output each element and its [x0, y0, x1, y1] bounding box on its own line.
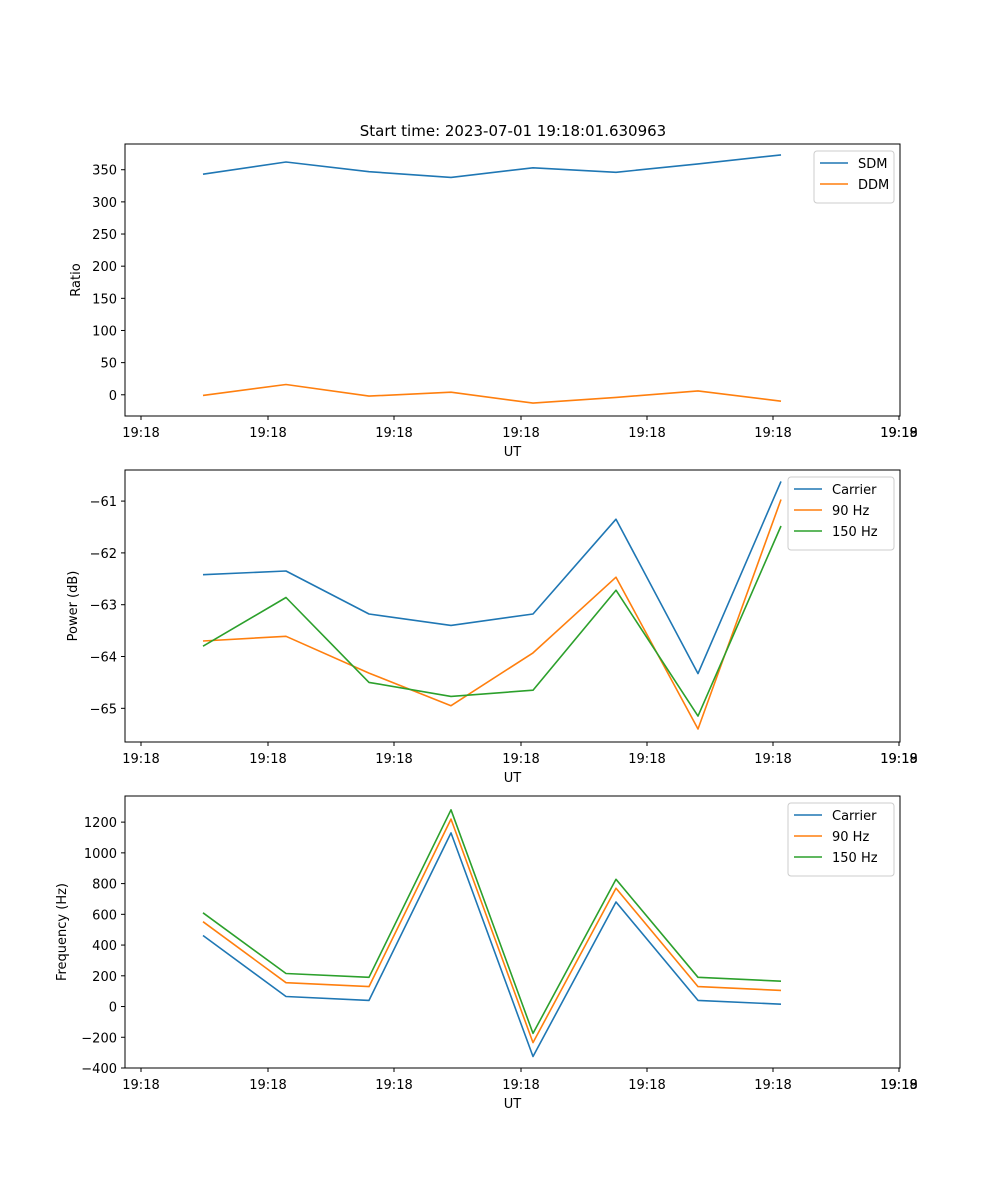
y-tick-label: 200	[92, 260, 117, 275]
series-line-90-hz	[202, 818, 782, 1044]
y-tick-label: 250	[92, 228, 117, 243]
legend-label: Carrier	[832, 483, 877, 498]
axes-frame	[124, 143, 901, 417]
x-tick-label: 19:18	[502, 426, 539, 441]
x-axis-label: UT	[504, 771, 522, 786]
x-tick-label: 19:18	[375, 1078, 412, 1093]
legend-label: 90 Hz	[832, 830, 869, 845]
x-tick-label: 19:19	[880, 752, 917, 767]
x-axis-label: UT	[504, 445, 522, 460]
x-tick-label: 19:18	[628, 426, 665, 441]
y-tick-label: −62	[90, 547, 117, 562]
y-tick-label: 1200	[84, 816, 117, 831]
x-axis-label: UT	[504, 1097, 522, 1112]
legend-label: 150 Hz	[832, 525, 878, 540]
x-tick-label: 19:18	[502, 1078, 539, 1093]
axes-frame	[124, 469, 901, 743]
legend: SDM DDM	[813, 150, 895, 204]
legend-label: 150 Hz	[832, 851, 878, 866]
legend-label: SDM	[858, 157, 887, 172]
x-tick-label: 19:18	[249, 752, 286, 767]
series-line-ddm	[202, 383, 782, 404]
x-tick-label: 19:18	[249, 426, 286, 441]
panels: 19:18 19:18 19:18 19:18 19:18 19:18 19:1819:19…	[55, 143, 918, 1112]
y-tick-label: −200	[81, 1031, 117, 1046]
x-tick-label: 19:18	[628, 752, 665, 767]
series-line-carrier	[202, 832, 782, 1058]
chart-panel-1: 19:18 19:18 19:18 19:18 19:18 19:18 19:1819:19…	[69, 143, 918, 460]
x-tick-label: 19:18	[375, 752, 412, 767]
x-tick-label: 19:18	[880, 426, 917, 441]
y-tick-label: −65	[90, 702, 117, 717]
x-tick-label: 19:18	[122, 426, 159, 441]
y-tick-label: 400	[92, 939, 117, 954]
x-tick-label: 19:19	[880, 426, 917, 441]
x-tick-label: 19:18	[754, 752, 791, 767]
x-tick-label: 19:18	[754, 426, 791, 441]
x-tick-label: 19:18	[122, 1078, 159, 1093]
series-line-150-hz	[202, 525, 782, 717]
figure-title: Start time: 2023-07-01 19:18:01.630963	[360, 122, 666, 140]
x-tick-label: 19:18	[502, 752, 539, 767]
legend-label: DDM	[858, 178, 889, 193]
y-tick-label: 200	[92, 970, 117, 985]
y-tick-label: 0	[109, 389, 117, 404]
legend-label: Carrier	[832, 809, 877, 824]
y-tick-label: 600	[92, 908, 117, 923]
y-tick-label: 150	[92, 292, 117, 307]
y-tick-label: 0	[109, 1001, 117, 1016]
y-tick-label: −400	[81, 1062, 117, 1077]
axes-frame	[124, 795, 901, 1069]
y-tick-label: 50	[100, 357, 117, 372]
y-tick-label: 100	[92, 324, 117, 339]
chart-panel-2: 19:18 19:18 19:18 19:18 19:18 19:18 19:1819:19…	[66, 469, 918, 786]
x-tick-label: 19:18	[880, 752, 917, 767]
series-line-90-hz	[202, 499, 782, 730]
x-tick-label: 19:18	[122, 752, 159, 767]
x-tick-label: 19:18	[628, 1078, 665, 1093]
chart-panel-3: 19:18 19:18 19:18 19:18 19:18 19:18 19:1819:19…	[55, 795, 918, 1112]
y-tick-label: 1000	[84, 847, 117, 862]
y-tick-label: −63	[90, 599, 117, 614]
y-tick-label: 800	[92, 878, 117, 893]
y-tick-label: −64	[90, 651, 117, 666]
legend-label: 90 Hz	[832, 504, 869, 519]
x-tick-label: 19:18	[249, 1078, 286, 1093]
x-tick-label: 19:19	[880, 1078, 917, 1093]
legend-box	[813, 150, 895, 204]
y-axis-label: Ratio	[69, 263, 84, 296]
y-axis-label: Power (dB)	[66, 571, 81, 642]
y-tick-label: −61	[90, 495, 117, 510]
x-tick-label: 19:18	[880, 1078, 917, 1093]
series-line-sdm	[202, 154, 782, 179]
legend: Carrier 90 Hz 150 Hz	[787, 802, 895, 877]
series-line-carrier	[202, 481, 782, 675]
y-axis-label: Frequency (Hz)	[55, 883, 70, 981]
y-tick-label: 350	[92, 164, 117, 179]
x-tick-label: 19:18	[375, 426, 412, 441]
legend: Carrier 90 Hz 150 Hz	[787, 476, 895, 551]
series-line-150-hz	[202, 808, 782, 1035]
y-tick-label: 300	[92, 196, 117, 211]
x-tick-label: 19:18	[754, 1078, 791, 1093]
